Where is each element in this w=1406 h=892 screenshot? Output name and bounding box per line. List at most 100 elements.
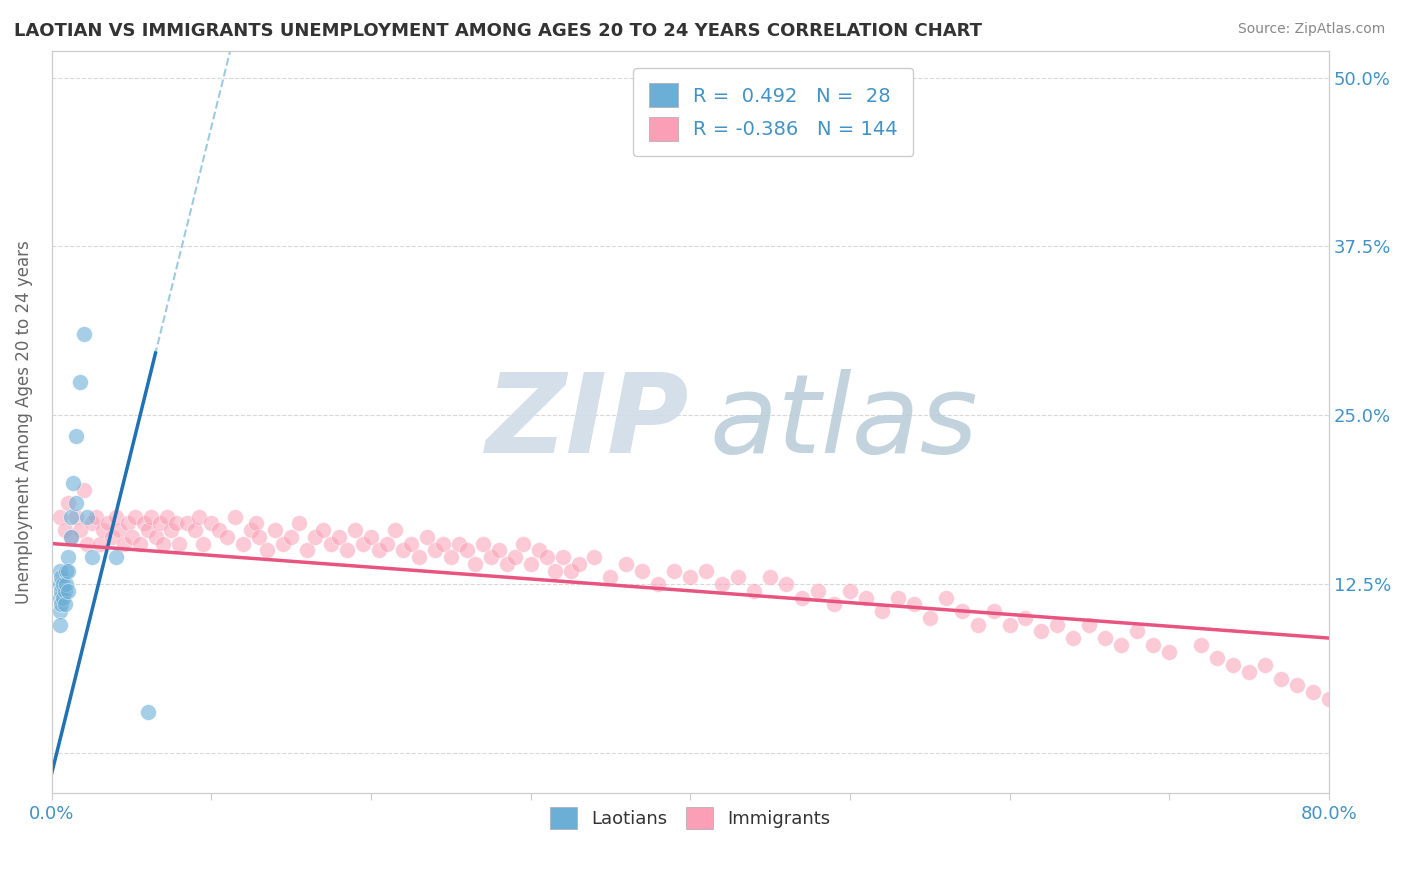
Point: [232, 536, 254, 550]
Point: [1109, 638, 1132, 652]
Point: [295, 543, 318, 558]
Point: [104, 549, 127, 564]
Point: [527, 543, 550, 558]
Point: [51, 583, 73, 598]
Point: [107, 523, 129, 537]
Point: [86, 509, 108, 524]
Point: [352, 536, 374, 550]
Point: [1126, 624, 1149, 639]
Point: [384, 523, 406, 537]
Point: [807, 583, 830, 598]
Point: [1222, 658, 1244, 673]
Point: [76, 536, 98, 550]
Point: [48, 604, 70, 618]
Point: [53, 583, 76, 598]
Point: [679, 570, 702, 584]
Point: [187, 509, 209, 524]
Point: [53, 523, 76, 537]
Point: [176, 516, 198, 531]
Point: [456, 543, 478, 558]
Point: [48, 509, 70, 524]
Point: [935, 591, 957, 605]
Point: [56, 496, 79, 510]
Point: [73, 483, 96, 497]
Point: [48, 564, 70, 578]
Point: [1270, 672, 1292, 686]
Point: [503, 549, 526, 564]
Point: [567, 557, 589, 571]
Point: [423, 543, 446, 558]
Point: [59, 530, 82, 544]
Point: [91, 523, 114, 537]
Point: [471, 536, 494, 550]
Point: [224, 509, 246, 524]
Point: [495, 557, 517, 571]
Point: [165, 516, 187, 531]
Point: [169, 536, 191, 550]
Point: [139, 509, 162, 524]
Point: [551, 549, 574, 564]
Y-axis label: Unemployment Among Ages 20 to 24 years: Unemployment Among Ages 20 to 24 years: [15, 240, 32, 604]
Point: [62, 475, 84, 490]
Point: [117, 516, 139, 531]
Point: [950, 604, 973, 618]
Point: [48, 591, 70, 605]
Point: [73, 327, 96, 342]
Point: [583, 549, 606, 564]
Point: [759, 570, 782, 584]
Point: [288, 516, 311, 531]
Point: [76, 509, 98, 524]
Point: [479, 549, 502, 564]
Point: [998, 617, 1021, 632]
Point: [121, 530, 143, 544]
Point: [711, 577, 734, 591]
Point: [790, 591, 813, 605]
Point: [536, 549, 558, 564]
Point: [1398, 719, 1406, 733]
Point: [1159, 644, 1181, 658]
Point: [59, 530, 82, 544]
Point: [1333, 698, 1355, 713]
Point: [55, 577, 77, 591]
Point: [112, 536, 135, 550]
Point: [280, 530, 302, 544]
Point: [1094, 631, 1116, 645]
Point: [1285, 678, 1308, 692]
Point: [416, 530, 439, 544]
Point: [1078, 617, 1101, 632]
Point: [101, 530, 124, 544]
Point: [145, 530, 167, 544]
Point: [360, 530, 382, 544]
Point: [1381, 712, 1403, 726]
Point: [160, 523, 183, 537]
Point: [56, 549, 79, 564]
Point: [631, 564, 654, 578]
Point: [134, 516, 156, 531]
Point: [69, 523, 91, 537]
Point: [193, 536, 215, 550]
Point: [65, 496, 87, 510]
Point: [217, 530, 239, 544]
Point: [52, 577, 75, 591]
Text: LAOTIAN VS IMMIGRANTS UNEMPLOYMENT AMONG AGES 20 TO 24 YEARS CORRELATION CHART: LAOTIAN VS IMMIGRANTS UNEMPLOYMENT AMONG…: [14, 22, 981, 40]
Point: [97, 516, 120, 531]
Point: [52, 591, 75, 605]
Point: [983, 604, 1005, 618]
Point: [447, 536, 470, 550]
Point: [304, 530, 326, 544]
Point: [887, 591, 910, 605]
Point: [51, 570, 73, 584]
Point: [59, 509, 82, 524]
Point: [838, 583, 860, 598]
Point: [392, 543, 415, 558]
Point: [184, 523, 207, 537]
Point: [200, 516, 222, 531]
Point: [918, 611, 941, 625]
Point: [245, 516, 267, 531]
Point: [104, 509, 127, 524]
Point: [543, 564, 565, 578]
Point: [1046, 617, 1069, 632]
Point: [368, 543, 391, 558]
Point: [48, 617, 70, 632]
Point: [823, 597, 845, 611]
